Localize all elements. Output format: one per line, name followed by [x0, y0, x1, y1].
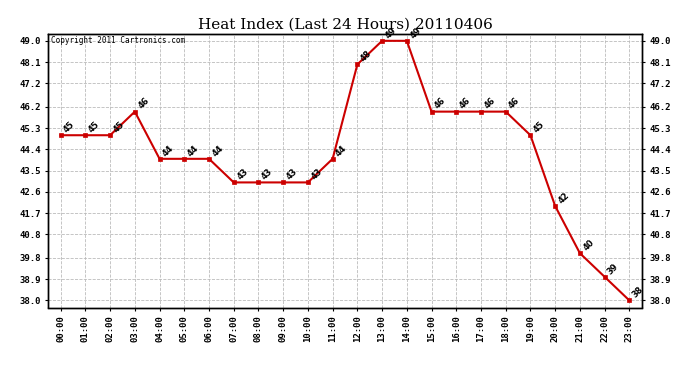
- Text: 43: 43: [309, 167, 324, 182]
- Text: 42: 42: [557, 190, 571, 205]
- Text: 46: 46: [457, 96, 473, 111]
- Text: 38: 38: [631, 285, 645, 300]
- Text: 40: 40: [581, 238, 596, 252]
- Text: 45: 45: [112, 120, 126, 135]
- Text: 44: 44: [161, 143, 176, 158]
- Title: Heat Index (Last 24 Hours) 20110406: Heat Index (Last 24 Hours) 20110406: [197, 17, 493, 31]
- Text: 45: 45: [87, 120, 101, 135]
- Text: 49: 49: [408, 26, 423, 40]
- Text: 43: 43: [260, 167, 275, 182]
- Text: 46: 46: [507, 96, 522, 111]
- Text: 44: 44: [210, 143, 225, 158]
- Text: 45: 45: [62, 120, 77, 135]
- Text: 43: 43: [284, 167, 299, 182]
- Text: 49: 49: [384, 26, 398, 40]
- Text: 44: 44: [186, 143, 200, 158]
- Text: 46: 46: [433, 96, 448, 111]
- Text: 46: 46: [482, 96, 497, 111]
- Text: 43: 43: [235, 167, 250, 182]
- Text: 44: 44: [334, 143, 348, 158]
- Text: 46: 46: [136, 96, 151, 111]
- Text: 48: 48: [359, 49, 373, 64]
- Text: 39: 39: [606, 261, 620, 276]
- Text: Copyright 2011 Cartronics.com: Copyright 2011 Cartronics.com: [51, 36, 186, 45]
- Text: 45: 45: [532, 120, 546, 135]
